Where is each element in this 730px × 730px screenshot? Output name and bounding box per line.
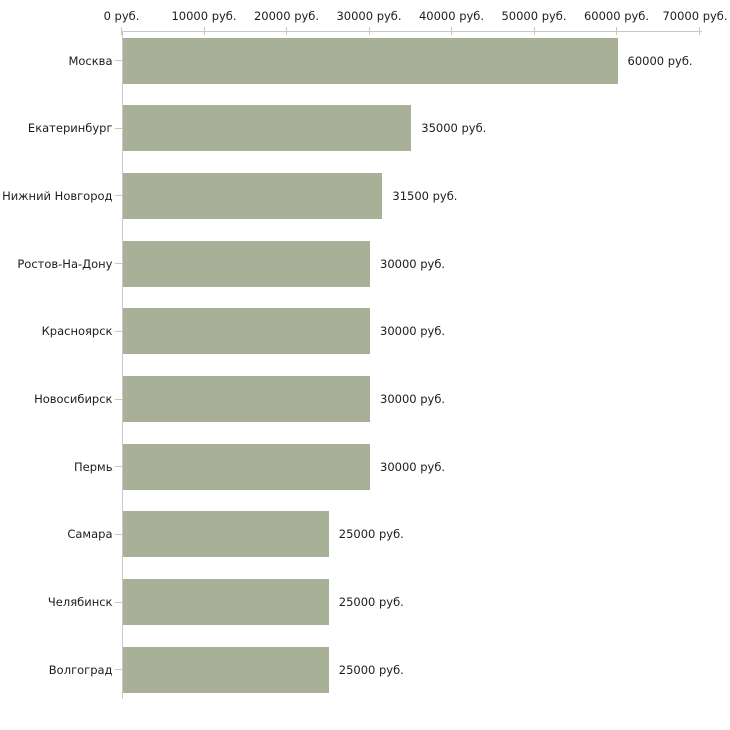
- y-axis-tick: [114, 533, 122, 535]
- x-axis-tick: [616, 27, 617, 35]
- value-label: 60000 руб.: [627, 53, 693, 68]
- x-axis-tick-label: 40000 руб.: [418, 9, 485, 23]
- x-axis-tick-label: 30000 руб.: [336, 9, 402, 23]
- y-axis-tick: [114, 398, 122, 400]
- category-label: Пермь: [74, 459, 113, 474]
- x-axis-tick: [286, 27, 287, 35]
- y-axis-tick: [114, 669, 122, 671]
- bar: [122, 376, 370, 422]
- y-axis-tick: [114, 601, 122, 603]
- category-label: Новосибирск: [34, 392, 113, 406]
- y-axis-tick: [114, 127, 122, 129]
- y-axis-tick: [114, 60, 122, 61]
- y-axis-tick: [114, 330, 122, 332]
- value-label: 25000 руб.: [338, 662, 404, 677]
- x-axis-tick-label: 60000 руб.: [583, 9, 650, 23]
- y-axis-tick: [114, 195, 122, 197]
- value-label: 30000 руб.: [380, 392, 446, 406]
- x-axis-tick-label: 50000 руб.: [501, 9, 567, 23]
- x-axis-tick-label: 70000 руб.: [662, 9, 728, 23]
- y-axis-tick: [114, 263, 122, 265]
- category-label: Нижний Новгород: [2, 188, 113, 203]
- x-axis-tick: [203, 27, 205, 35]
- category-label: Самара: [67, 527, 113, 542]
- category-label: Ростов-На-Дону: [17, 256, 113, 271]
- category-label: Екатеринбург: [27, 121, 113, 136]
- category-label: Волгоград: [48, 662, 113, 677]
- x-axis-tick: [121, 27, 122, 35]
- bar: [122, 105, 412, 152]
- x-axis-tick: [698, 27, 700, 35]
- value-label: 30000 руб.: [380, 256, 446, 271]
- bar: [122, 172, 383, 219]
- bar: [122, 511, 329, 558]
- value-label: 35000 руб.: [421, 121, 487, 136]
- category-label: Москва: [68, 53, 113, 68]
- bar: [122, 579, 329, 626]
- bar: [122, 240, 370, 287]
- x-axis-line: [121, 31, 702, 32]
- category-label: Челябинск: [47, 595, 113, 610]
- y-axis-tick: [114, 466, 122, 468]
- x-axis-tick: [533, 27, 535, 35]
- value-label: 25000 руб.: [338, 595, 404, 610]
- y-axis-line: [121, 31, 123, 699]
- x-axis-tick: [451, 27, 452, 35]
- value-label: 25000 руб.: [338, 527, 404, 542]
- bar: [122, 443, 370, 490]
- value-label: 31500 руб.: [392, 188, 458, 203]
- value-label: 30000 руб.: [380, 459, 446, 474]
- x-axis-tick-label: 10000 руб.: [171, 9, 237, 23]
- category-label: Красноярск: [41, 324, 113, 339]
- x-axis-tick-label: 20000 руб.: [253, 9, 320, 23]
- x-axis-tick-label: 0 руб.: [103, 9, 140, 23]
- bar: [122, 37, 618, 84]
- bar: [122, 308, 370, 355]
- bar: [122, 646, 329, 693]
- value-label: 30000 руб.: [380, 324, 446, 339]
- x-axis-tick: [368, 27, 370, 35]
